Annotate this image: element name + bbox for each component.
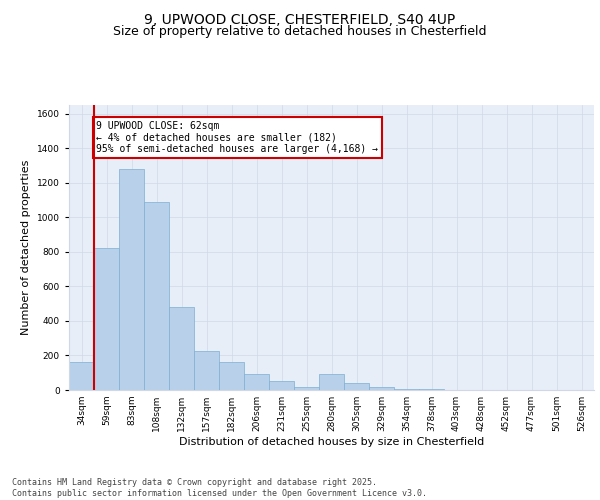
- Bar: [344, 383, 369, 390]
- Bar: [69, 362, 94, 390]
- Bar: [144, 202, 169, 390]
- Text: 9 UPWOOD CLOSE: 62sqm
← 4% of detached houses are smaller (182)
95% of semi-deta: 9 UPWOOD CLOSE: 62sqm ← 4% of detached h…: [97, 120, 379, 154]
- Bar: [269, 382, 294, 390]
- Bar: [294, 386, 319, 390]
- Bar: [119, 169, 144, 390]
- Bar: [319, 374, 344, 390]
- Bar: [369, 388, 394, 390]
- Bar: [194, 351, 219, 390]
- Text: Size of property relative to detached houses in Chesterfield: Size of property relative to detached ho…: [113, 25, 487, 38]
- Bar: [394, 388, 419, 390]
- Text: 9, UPWOOD CLOSE, CHESTERFIELD, S40 4UP: 9, UPWOOD CLOSE, CHESTERFIELD, S40 4UP: [145, 12, 455, 26]
- Bar: [169, 307, 194, 390]
- Y-axis label: Number of detached properties: Number of detached properties: [22, 160, 31, 335]
- Bar: [244, 374, 269, 390]
- X-axis label: Distribution of detached houses by size in Chesterfield: Distribution of detached houses by size …: [179, 437, 484, 447]
- Bar: [219, 362, 244, 390]
- Text: Contains HM Land Registry data © Crown copyright and database right 2025.
Contai: Contains HM Land Registry data © Crown c…: [12, 478, 427, 498]
- Bar: [94, 248, 119, 390]
